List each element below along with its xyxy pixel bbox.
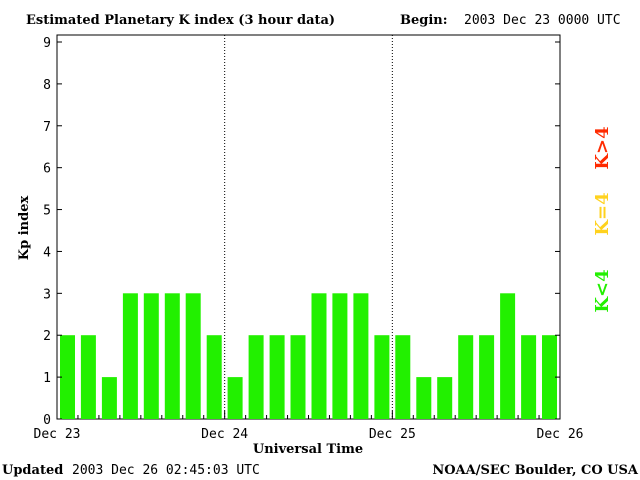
kp-bar xyxy=(500,293,516,419)
kp-bar xyxy=(395,335,411,419)
kp-bar xyxy=(542,335,557,419)
kp-bar xyxy=(80,335,96,419)
x-tick-label: Dec 25 xyxy=(369,427,416,442)
y-tick-label: 5 xyxy=(43,204,51,219)
kp-bar xyxy=(374,335,390,419)
y-tick-label: 8 xyxy=(43,78,51,93)
y-tick-label: 1 xyxy=(43,371,51,386)
kp-bar xyxy=(416,377,432,419)
x-tick-label: Dec 23 xyxy=(34,427,81,442)
y-tick-label: 3 xyxy=(43,287,51,302)
y-tick-label: 6 xyxy=(43,162,51,177)
x-tick-label: Dec 26 xyxy=(537,427,584,442)
kp-bar xyxy=(311,293,327,419)
day-dividers xyxy=(224,35,393,419)
y-tick-label: 7 xyxy=(43,120,51,135)
legend-k-greater-4: K>4 xyxy=(592,126,613,169)
kp-bar xyxy=(479,335,495,419)
kp-bar xyxy=(227,377,243,419)
x-axis-label: Universal Time xyxy=(253,442,363,457)
kp-bar xyxy=(185,293,201,419)
y-tick-label: 4 xyxy=(43,245,51,260)
credit: NOAA/SEC Boulder, CO USA xyxy=(432,463,639,478)
bar-series xyxy=(60,293,557,419)
y-tick-label: 9 xyxy=(43,36,51,51)
kp-bar xyxy=(269,335,285,419)
kp-bar xyxy=(60,335,75,419)
begin-value: 2003 Dec 23 0000 UTC xyxy=(464,13,621,28)
legend: K>4 K=4 K<4 xyxy=(592,126,613,312)
kp-bar xyxy=(353,293,369,419)
kp-bar xyxy=(437,377,453,419)
plot-frame xyxy=(56,34,561,420)
legend-k-equal-4: K=4 xyxy=(592,192,613,235)
chart-title: Estimated Planetary K index (3 hour data… xyxy=(26,13,335,28)
y-axis: 0 1 2 3 4 5 6 7 8 9 xyxy=(43,36,560,428)
kp-bar xyxy=(143,293,159,419)
kp-bar xyxy=(101,377,117,419)
kp-bar xyxy=(290,335,306,419)
legend-k-less-4: K<4 xyxy=(592,269,613,312)
y-tick-label: 0 xyxy=(43,413,51,428)
x-axis: Dec 23 Dec 24 Dec 25 Dec 26 xyxy=(34,411,584,442)
begin-label: Begin: xyxy=(400,13,448,28)
kp-bar xyxy=(164,293,180,419)
kp-bar xyxy=(458,335,474,419)
x-tick-label: Dec 24 xyxy=(201,427,248,442)
kp-bar xyxy=(332,293,348,419)
updated-value: 2003 Dec 26 02:45:03 UTC xyxy=(72,463,260,478)
y-axis-label: Kp index xyxy=(17,196,32,261)
updated-label: Updated xyxy=(2,463,63,478)
kp-bar xyxy=(122,293,138,419)
kp-bar xyxy=(248,335,264,419)
y-tick-label: 2 xyxy=(43,329,51,344)
kp-bar xyxy=(521,335,537,419)
plot-area: 0 1 2 3 4 5 6 7 8 9 Dec 23 Dec 24 Dec 25 Dec 26 xyxy=(34,34,584,442)
kp-bar xyxy=(206,335,222,419)
